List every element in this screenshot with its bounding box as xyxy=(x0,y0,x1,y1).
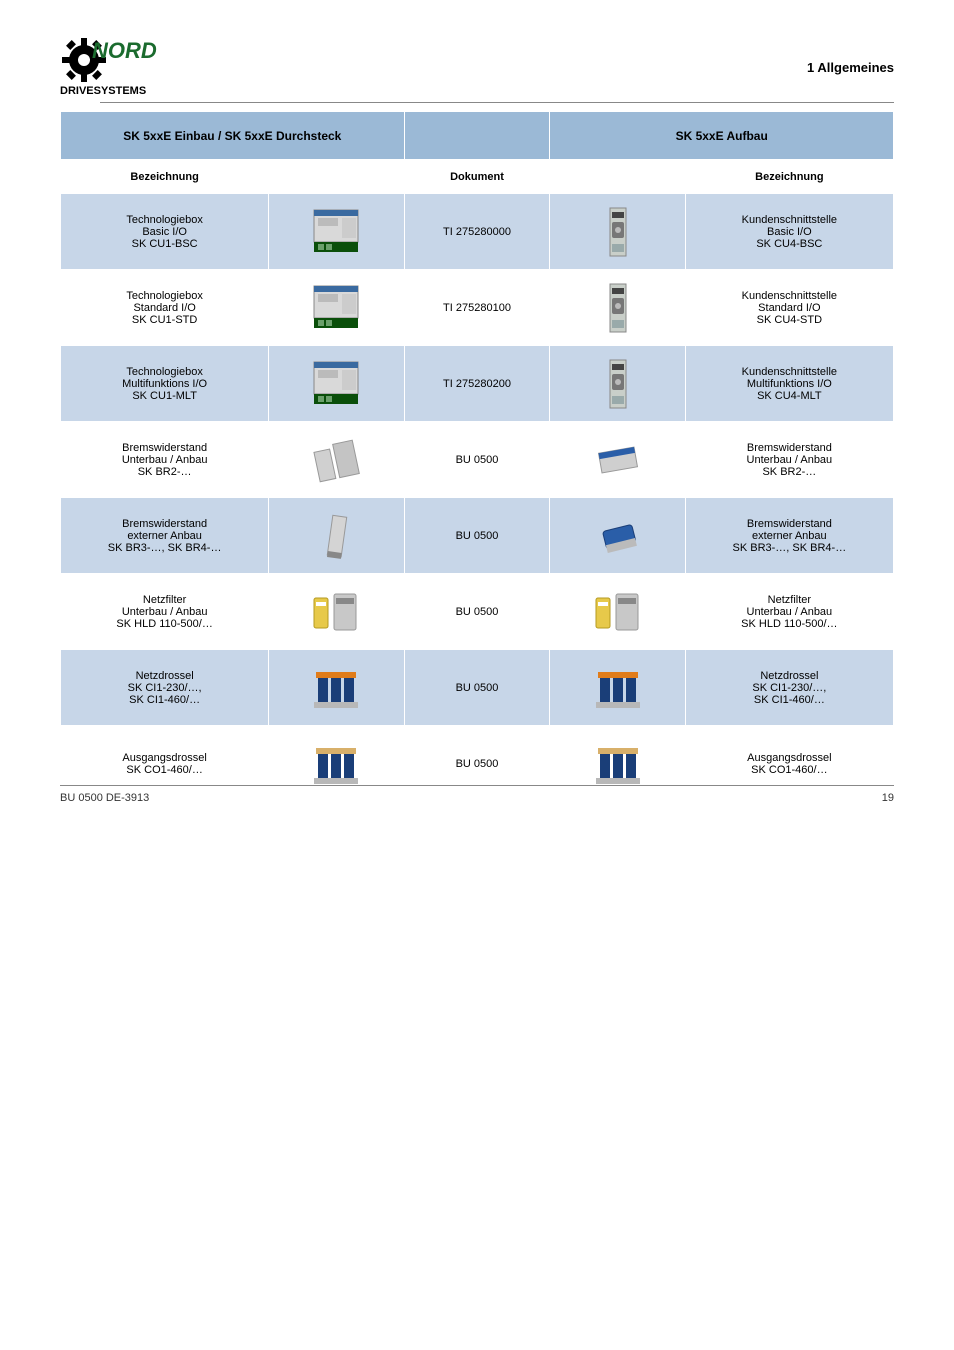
table-row: NetzfilterUnterbau / AnbauSK HLD 110-500… xyxy=(61,574,894,650)
cell-thumb-right xyxy=(550,194,685,270)
cell-thumb-right xyxy=(550,498,685,574)
cell-ref: BU 0500 xyxy=(404,498,550,574)
cell-desc-left: BremswiderstandUnterbau / AnbauSK BR2-… xyxy=(61,422,269,498)
cell-desc-right: NetzfilterUnterbau / AnbauSK HLD 110-500… xyxy=(685,574,893,650)
cell-ref: BU 0500 xyxy=(404,650,550,726)
table-row: Bremswiderstandexterner AnbauSK BR3-…, S… xyxy=(61,498,894,574)
cell-desc-left: TechnologieboxStandard I/OSK CU1-STD xyxy=(61,270,269,346)
cell-thumb-right xyxy=(550,270,685,346)
nord-logo-icon: NORD DRIVESYSTEMS xyxy=(60,30,170,96)
modular-overview-table: SK 5xxE Einbau / SK 5xxE Durchsteck SK 5… xyxy=(60,111,894,802)
cell-desc-right: Bremswiderstandexterner AnbauSK BR3-…, S… xyxy=(685,498,893,574)
cell-desc-right: KundenschnittstelleMultifunktions I/OSK … xyxy=(685,346,893,422)
cell-thumb-left xyxy=(269,422,404,498)
table-row: TechnologieboxBasic I/OSK CU1-BSC TI 2752… xyxy=(61,194,894,270)
cell-desc-left: TechnologieboxBasic I/OSK CU1-BSC xyxy=(61,194,269,270)
brand-logo: NORD DRIVESYSTEMS xyxy=(60,30,894,96)
cell-thumb-right xyxy=(550,574,685,650)
table-row: TechnologieboxStandard I/OSK CU1-STD TI 2… xyxy=(61,270,894,346)
cell-thumb-left xyxy=(269,574,404,650)
table-row: TechnologieboxMultifunktions I/OSK CU1-M… xyxy=(61,346,894,422)
subhdr-1 xyxy=(269,160,404,194)
subhdr-2: Dokument xyxy=(404,160,550,194)
table-row: NetzdrosselSK CI1-230/…,SK CI1-460/… BU 0… xyxy=(61,650,894,726)
hdr-right: SK 5xxE Aufbau xyxy=(550,112,894,160)
subhdr-3 xyxy=(550,160,685,194)
cell-ref: TI 275280000 xyxy=(404,194,550,270)
cell-thumb-left xyxy=(269,194,404,270)
hdr-left: SK 5xxE Einbau / SK 5xxE Durchsteck xyxy=(61,112,405,160)
cell-ref: BU 0500 xyxy=(404,574,550,650)
cell-desc-right: BremswiderstandUnterbau / AnbauSK BR2-… xyxy=(685,422,893,498)
cell-thumb-right xyxy=(550,650,685,726)
cell-desc-left: Bremswiderstandexterner AnbauSK BR3-…, S… xyxy=(61,498,269,574)
cell-ref: TI 275280100 xyxy=(404,270,550,346)
cell-thumb-left xyxy=(269,650,404,726)
logo-word: NORD xyxy=(92,38,157,63)
cell-thumb-right xyxy=(550,346,685,422)
subhdr-0: Bezeichnung xyxy=(61,160,269,194)
footer-right: 19 xyxy=(882,792,894,804)
section-label: 1 Allgemeines xyxy=(807,60,894,75)
cell-thumb-left xyxy=(269,346,404,422)
footer-left: BU 0500 DE-3913 xyxy=(60,792,149,804)
logo-subtext: DRIVESYSTEMS xyxy=(60,85,146,96)
header-divider xyxy=(100,102,894,103)
subhdr-4: Bezeichnung xyxy=(685,160,893,194)
cell-desc-right: KundenschnittstelleBasic I/OSK CU4-BSC xyxy=(685,194,893,270)
table-row: BremswiderstandUnterbau / AnbauSK BR2-… B… xyxy=(61,422,894,498)
page-footer: BU 0500 DE-3913 19 xyxy=(60,785,894,804)
hdr-mid xyxy=(404,112,550,160)
cell-thumb-right xyxy=(550,422,685,498)
cell-desc-right: NetzdrosselSK CI1-230/…,SK CI1-460/… xyxy=(685,650,893,726)
cell-thumb-left xyxy=(269,498,404,574)
cell-ref: BU 0500 xyxy=(404,422,550,498)
cell-desc-left: NetzfilterUnterbau / AnbauSK HLD 110-500… xyxy=(61,574,269,650)
cell-desc-left: NetzdrosselSK CI1-230/…,SK CI1-460/… xyxy=(61,650,269,726)
table-body: TechnologieboxBasic I/OSK CU1-BSC TI 2752… xyxy=(61,194,894,802)
cell-desc-right: KundenschnittstelleStandard I/OSK CU4-ST… xyxy=(685,270,893,346)
cell-ref: TI 275280200 xyxy=(404,346,550,422)
cell-desc-left: TechnologieboxMultifunktions I/OSK CU1-M… xyxy=(61,346,269,422)
cell-thumb-left xyxy=(269,270,404,346)
